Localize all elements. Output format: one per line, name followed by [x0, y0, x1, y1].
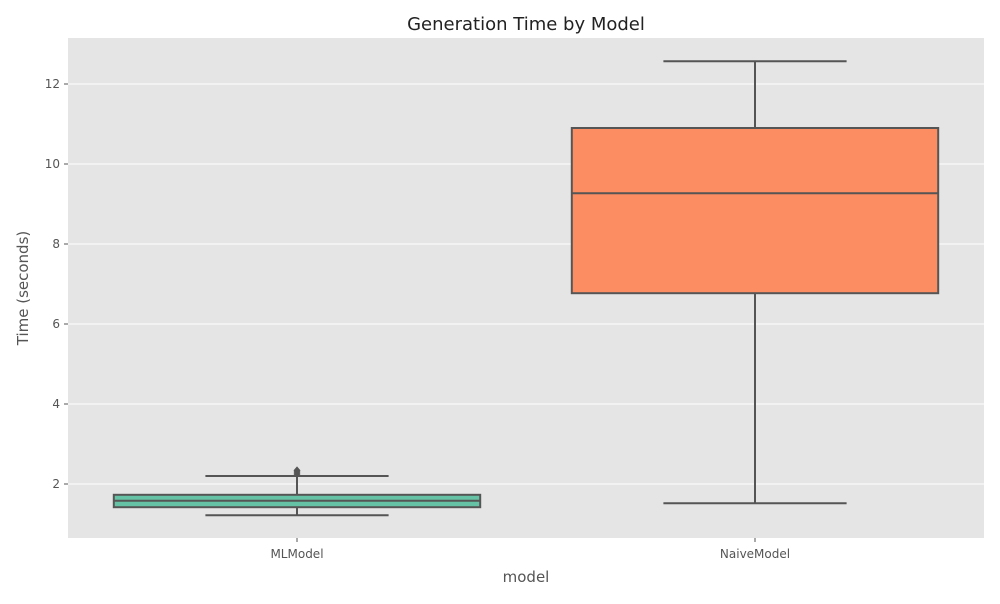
x-axis-ticks: MLModel NaiveModel: [270, 538, 790, 561]
box-MLModel: [112, 466, 482, 517]
chart-title: Generation Time by Model: [407, 14, 645, 35]
boxes: [112, 60, 940, 517]
y-tick-label: 4: [52, 397, 60, 411]
y-tick-label: 12: [45, 77, 60, 91]
box-iqr: [570, 127, 940, 295]
y-tick-label: 2: [52, 477, 60, 491]
x-axis-label: model: [503, 568, 550, 586]
y-axis-ticks: 2 4 6 8 10 12: [45, 77, 68, 491]
y-tick-label: 6: [52, 317, 60, 331]
box-NaiveModel: [570, 60, 940, 505]
y-tick-label: 8: [52, 237, 60, 251]
x-tick-label: NaiveModel: [720, 547, 790, 561]
outlier-point: [293, 466, 301, 475]
y-tick-label: 10: [45, 157, 60, 171]
y-axis-label: Time (seconds): [14, 231, 32, 347]
grid-lines: [68, 83, 984, 485]
x-tick-label: MLModel: [270, 547, 323, 561]
